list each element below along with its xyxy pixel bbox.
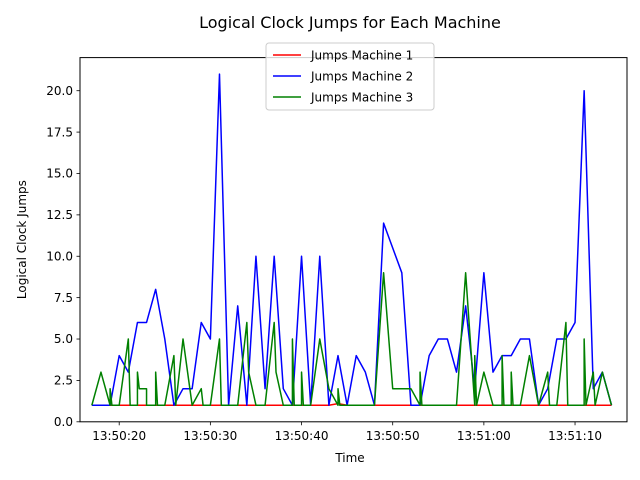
y-tick-label: 17.5 [46,125,73,139]
legend-label-machine-3: Jumps Machine 3 [310,91,413,105]
y-tick-label: 5.0 [54,332,73,346]
x-tick-label: 13:50:20 [92,429,146,443]
x-axis-label: Time [334,451,364,465]
y-axis-ticks: 0.0 2.5 5.0 7.5 10.0 12.5 15.0 17.5 20.0 [46,84,80,429]
legend-label-machine-1: Jumps Machine 1 [310,49,413,63]
x-tick-label: 13:51:10 [548,429,602,443]
y-tick-label: 0.0 [54,415,73,429]
y-tick-label: 15.0 [46,167,73,181]
y-tick-label: 7.5 [54,291,73,305]
y-axis-label: Logical Clock Jumps [15,180,29,299]
x-tick-label: 13:50:40 [275,429,329,443]
legend-label-machine-2: Jumps Machine 2 [310,70,413,84]
x-tick-label: 13:50:50 [366,429,420,443]
x-tick-label: 13:51:00 [457,429,511,443]
legend-frame [265,42,435,111]
y-tick-label: 2.5 [54,374,73,388]
y-tick-label: 20.0 [46,84,73,98]
chart-title: Logical Clock Jumps for Each Machine [199,13,501,32]
series-line-machine-3 [91,272,613,406]
y-tick-label: 12.5 [46,208,73,222]
y-tick-label: 10.0 [46,249,73,263]
series-layer [91,73,613,406]
legend-entries: Jumps Machine 1 Jumps Machine 2 Jumps Mach… [273,49,413,105]
x-tick-label: 13:50:30 [183,429,237,443]
x-axis-ticks: 13:50:20 13:50:30 13:50:40 13:50:50 13:51:00… [92,421,602,443]
legend: Jumps Machine 1 Jumps Machine 2 Jumps Mach… [265,42,435,111]
